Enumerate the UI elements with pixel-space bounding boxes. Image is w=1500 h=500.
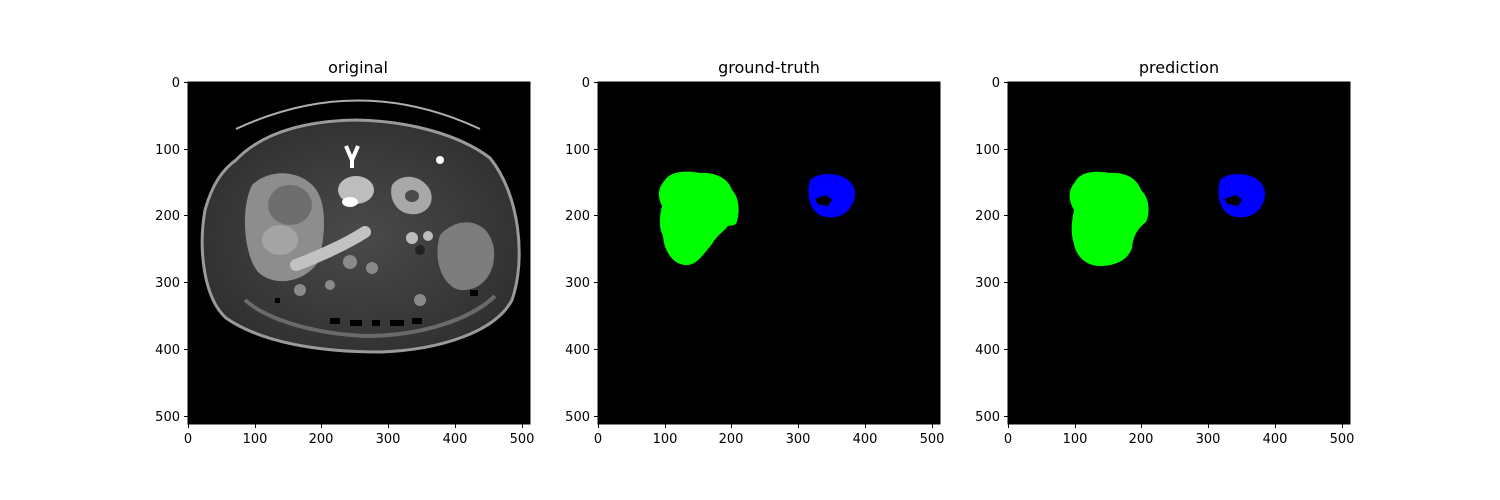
y-tick-label: 300: [155, 276, 180, 291]
y-tick-label: 500: [565, 410, 590, 425]
x-tick-label: 300: [1196, 432, 1221, 447]
panel-title: original: [328, 58, 388, 77]
mask-region-blue: [1218, 174, 1266, 218]
segmentation-mask: [1069, 171, 1266, 266]
panel-ground-truth: ground-truth 0 100 200 300 400 500: [565, 58, 944, 447]
axes-frame: [597, 81, 941, 425]
mask-hole: [815, 195, 832, 206]
y-tick-label: 400: [565, 343, 590, 358]
y-axis: 0 100 200 300 400 500: [155, 76, 188, 425]
x-axis: 0 100 200 300 400 500: [594, 424, 945, 447]
y-tick-label: 500: [155, 410, 180, 425]
x-tick-label: 0: [184, 432, 192, 447]
mask-hole: [1224, 195, 1242, 206]
x-axis: 0 100 200 300 400 500: [1004, 424, 1355, 447]
segmentation-mask: [658, 171, 856, 266]
x-tick-label: 200: [719, 432, 744, 447]
panel-original: original: [155, 58, 534, 447]
mask-region-green: [658, 171, 739, 266]
y-axis: 0 100 200 300 400 500: [565, 76, 598, 425]
y-tick-label: 300: [565, 276, 590, 291]
mask-region-green: [1069, 171, 1149, 266]
x-tick-label: 500: [1330, 432, 1355, 447]
mask-region-blue: [808, 174, 856, 218]
x-tick-label: 100: [1063, 432, 1088, 447]
y-tick-label: 100: [565, 143, 590, 158]
image-background: [598, 82, 940, 424]
ct-slice-image: [200, 99, 521, 354]
y-tick-label: 100: [975, 143, 1000, 158]
panel-title: ground-truth: [718, 58, 820, 77]
x-tick-label: 200: [1129, 432, 1154, 447]
y-tick-label: 100: [155, 143, 180, 158]
x-tick-label: 200: [309, 432, 334, 447]
image-background: [1008, 82, 1350, 424]
y-tick-label: 300: [975, 276, 1000, 291]
y-tick-label: 0: [992, 76, 1000, 91]
y-tick-label: 500: [975, 410, 1000, 425]
x-tick-label: 500: [920, 432, 945, 447]
panel-prediction: prediction 0 100 200 300 400 500: [975, 58, 1354, 447]
x-tick-label: 500: [510, 432, 535, 447]
y-tick-label: 200: [565, 209, 590, 224]
x-tick-label: 300: [786, 432, 811, 447]
y-tick-label: 0: [172, 76, 180, 91]
y-tick-label: 200: [155, 209, 180, 224]
panel-title: prediction: [1139, 58, 1219, 77]
y-tick-label: 400: [155, 343, 180, 358]
x-tick-label: 300: [376, 432, 401, 447]
x-tick-label: 0: [594, 432, 602, 447]
x-tick-label: 400: [853, 432, 878, 447]
x-tick-label: 0: [1004, 432, 1012, 447]
axes-frame: [1007, 81, 1351, 425]
y-tick-label: 400: [975, 343, 1000, 358]
x-tick-label: 100: [653, 432, 678, 447]
x-tick-label: 100: [243, 432, 268, 447]
y-tick-label: 0: [582, 76, 590, 91]
x-tick-label: 400: [443, 432, 468, 447]
x-tick-label: 400: [1263, 432, 1288, 447]
mask-gap: [712, 225, 736, 244]
y-tick-label: 200: [975, 209, 1000, 224]
x-axis: 0 100 200 300 400 500: [184, 424, 535, 447]
axes-frame: [187, 81, 531, 425]
y-axis: 0 100 200 300 400 500: [975, 76, 1008, 425]
